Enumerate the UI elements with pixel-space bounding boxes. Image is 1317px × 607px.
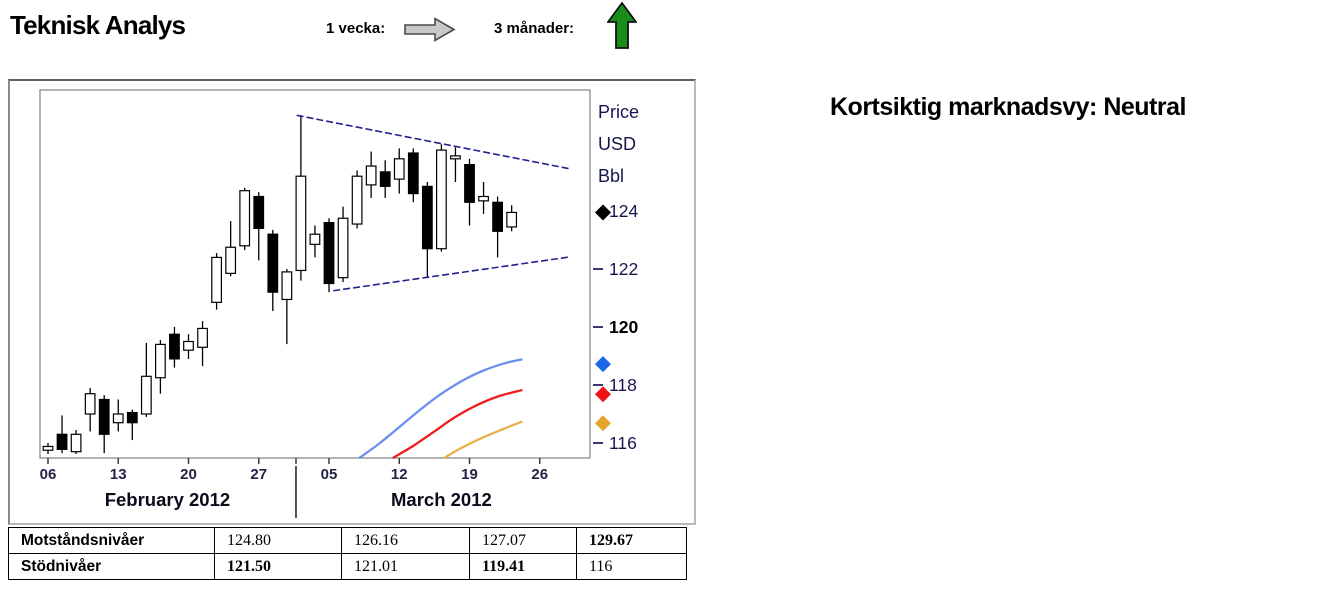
price-unit-label: USD	[598, 134, 636, 154]
up-arrow-shape	[607, 2, 637, 49]
y-tick-label: 122	[609, 259, 638, 279]
level-value: 121.01	[341, 553, 470, 580]
y-tick-label: 124	[609, 201, 638, 221]
candle-body	[337, 217, 349, 279]
chart-frame: Price USD Bbl 124 122 120 118 116 06 13 20 27 05 12 19…	[8, 79, 696, 525]
candle-body	[253, 195, 265, 229]
candle-body	[56, 433, 68, 450]
one-week-trend-label: 1 vecka:	[326, 20, 386, 37]
orange-curve	[443, 420, 523, 459]
candle-body	[140, 375, 152, 415]
candle-body	[281, 271, 293, 301]
x-tick-label: 06	[40, 466, 57, 483]
level-value: 116	[576, 553, 687, 580]
levels-table-row: Motståndsnivåer 124.80 126.16 127.07 129.67	[8, 527, 687, 554]
level-value: 121.50	[214, 553, 342, 580]
x-tick-label: 20	[180, 466, 197, 483]
x-tick-label: 12	[391, 466, 408, 483]
page-title: Teknisk Analys	[10, 10, 186, 40]
candle-body	[183, 340, 194, 351]
x-tick-label: 26	[531, 466, 548, 483]
x-tick-label: 27	[250, 466, 267, 483]
level-value: 129.67	[576, 527, 687, 554]
levels-table-row: Stödnivåer 121.50 121.01 119.41 116	[8, 553, 687, 580]
levels-table: Motståndsnivåer 124.80 126.16 127.07 129.67 S…	[8, 527, 687, 580]
level-value: 119.41	[469, 553, 577, 580]
x-tick-label: 19	[461, 466, 478, 483]
candle-body	[478, 195, 489, 202]
candle-body	[436, 149, 447, 250]
right-arrow-shape	[404, 17, 456, 42]
blue-curve	[358, 358, 523, 459]
blue-marker-diamond-icon	[594, 356, 612, 373]
candles-group	[42, 115, 518, 455]
candle-body	[70, 433, 82, 453]
candle-body	[84, 393, 96, 415]
candle-body	[197, 327, 208, 348]
y-tick-label: 116	[609, 433, 637, 453]
candle-body	[155, 343, 166, 379]
candle-body	[225, 246, 237, 274]
candle-body	[323, 222, 335, 285]
red-curve	[392, 389, 523, 459]
candlestick-chart: Price USD Bbl 124 122 120 118 116 06 13 20 27 05 12 19…	[39, 89, 639, 518]
price-marker-diamond-icon	[594, 204, 612, 221]
candle-body	[112, 413, 124, 424]
month-label: February 2012	[105, 489, 230, 510]
month-label: March 2012	[391, 489, 492, 510]
candle-body	[211, 256, 223, 303]
level-value: 127.07	[469, 527, 577, 554]
red-marker-diamond-icon	[594, 386, 612, 403]
x-tick-label: 05	[321, 466, 338, 483]
upper-resistance-line	[296, 114, 571, 170]
candle-body	[267, 233, 279, 293]
y-tick-label: 120	[609, 317, 638, 337]
level-row-label: Motståndsnivåer	[8, 527, 215, 554]
candle-body	[464, 164, 475, 203]
x-tick-label: 13	[110, 466, 127, 483]
candle-body	[407, 152, 419, 195]
candle-body	[421, 185, 433, 250]
candle-body	[239, 190, 251, 247]
level-value: 124.80	[214, 527, 342, 554]
y-tick-label: 118	[609, 375, 637, 395]
candle-body	[126, 411, 138, 424]
candle-body	[379, 171, 391, 187]
candle-body	[295, 175, 307, 272]
candle-body	[42, 445, 54, 451]
level-value: 126.16	[341, 527, 470, 554]
candle-body	[98, 398, 110, 435]
candle-body	[351, 175, 363, 225]
orange-marker-diamond-icon	[594, 415, 612, 432]
candle-body	[365, 165, 377, 186]
market-view-heading: Kortsiktig marknadsvy: Neutral	[830, 93, 1186, 121]
candle-body	[169, 333, 180, 360]
candle-body	[393, 158, 405, 180]
right-arrow-icon	[404, 17, 456, 42]
price-unit-label: Price	[598, 102, 639, 122]
candle-body	[492, 201, 503, 232]
level-row-label: Stödnivåer	[8, 553, 215, 580]
plot-area	[39, 89, 591, 459]
candle-body	[450, 155, 461, 160]
up-arrow-icon	[607, 2, 637, 49]
candle-body	[506, 211, 518, 228]
candle-body	[309, 233, 321, 245]
three-month-trend-label: 3 månader:	[494, 20, 575, 37]
price-unit-label: Bbl	[598, 166, 624, 186]
